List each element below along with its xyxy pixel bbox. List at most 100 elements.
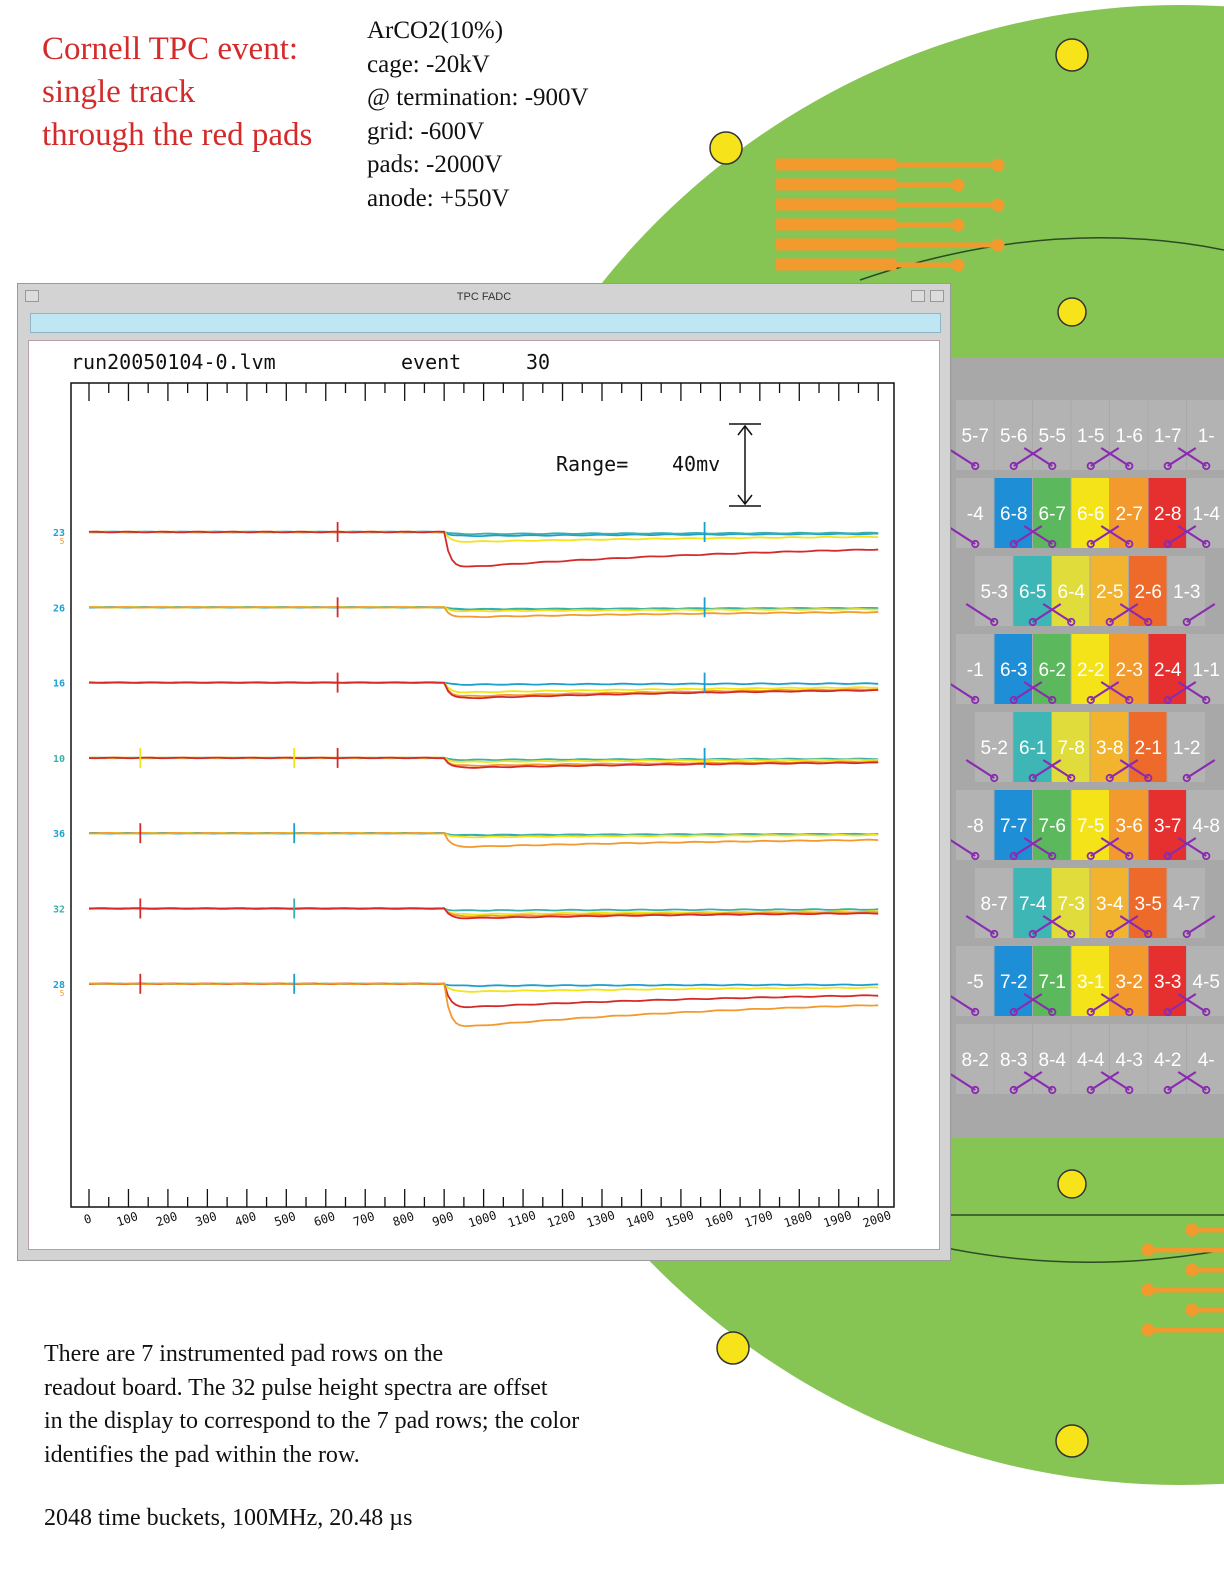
x-tick-label: 1700 [743, 1208, 775, 1230]
pad-wire [1090, 993, 1120, 1013]
trace-line [88, 982, 879, 1028]
pad-wire [1100, 837, 1130, 857]
pad-via [1202, 695, 1211, 705]
condition-gas: ArCO2(10%) [367, 17, 504, 44]
pad-via [1028, 929, 1037, 939]
pad-wire [1177, 993, 1207, 1013]
x-tick-label: 1000 [466, 1208, 498, 1230]
orange-traces-bottom [1141, 1223, 1224, 1337]
pad-via [1125, 539, 1134, 549]
orange-traces-top [775, 158, 1005, 272]
pad-label: 4-7 [1173, 894, 1200, 915]
maximize-button[interactable] [930, 290, 944, 302]
pad-label: 6-3 [1000, 660, 1027, 681]
pad-wire [1167, 837, 1197, 857]
pad-wire [1109, 759, 1139, 779]
pad-via [990, 773, 999, 783]
run-label: run20050104-0.lvm [71, 350, 276, 374]
pad-via [1144, 773, 1153, 783]
pad-via [1144, 617, 1153, 627]
pad-label: 1-2 [1173, 738, 1200, 759]
x-tick-label: 1200 [545, 1208, 577, 1230]
pad-label: 5-2 [981, 738, 1008, 759]
pad-via [971, 1085, 980, 1095]
pad-label: 5-3 [981, 582, 1008, 603]
pad-via [971, 1007, 980, 1017]
pad-wire [1090, 447, 1120, 467]
pad-via [1086, 539, 1095, 549]
row-label: 10 [53, 754, 65, 765]
pad-wire [1177, 447, 1207, 467]
caption-line-3: in the display to correspond to the 7 pa… [44, 1408, 580, 1434]
pad-row-traces-23: 235 [53, 522, 879, 568]
pad-via [1163, 1085, 1172, 1095]
condition-cage: cage: -20kV [367, 50, 490, 78]
range-value: 40mv [672, 452, 720, 476]
pad-label: 8-2 [962, 1050, 989, 1071]
pad-wire [1167, 1071, 1197, 1091]
pad-wire [1013, 993, 1043, 1013]
pad-wire [1186, 603, 1216, 623]
pad-label: 8-3 [1000, 1050, 1027, 1071]
window-menu-button[interactable] [25, 290, 39, 302]
pad-label: 7-5 [1077, 816, 1104, 837]
pad-wire [1013, 447, 1043, 467]
fadc-plot: run20050104-0.lvm event 30 Range= 40mv 0… [53, 350, 895, 1230]
pad-wire [1042, 759, 1072, 779]
caption-line-2: readout board. The 32 pulse height spect… [44, 1374, 548, 1401]
pad-row-traces-10: 10 [53, 747, 879, 769]
pad-label: 3-5 [1135, 894, 1162, 915]
caption: There are 7 instrumented pad rows on the… [44, 1338, 579, 1472]
pad-wire [1100, 681, 1130, 701]
pad-via [1105, 773, 1114, 783]
pad-via [990, 929, 999, 939]
pad-label: 1-1 [1193, 660, 1220, 681]
pad-label: 7-2 [1000, 972, 1027, 993]
plot-axes-box [70, 382, 895, 1208]
pad-wire [1100, 1071, 1130, 1091]
pad-label: 1-5 [1077, 426, 1104, 447]
pad-via [1163, 851, 1172, 861]
pad-via [1048, 539, 1057, 549]
x-tick-label: 400 [233, 1209, 258, 1229]
x-tick-label: 500 [273, 1209, 298, 1229]
pad-wire [1100, 525, 1130, 545]
pad-via [1125, 1085, 1134, 1095]
trace-line [88, 606, 879, 619]
pad-wire [1032, 915, 1062, 935]
pad-via [1028, 773, 1037, 783]
caption-line-1: There are 7 instrumented pad rows on the [44, 1341, 444, 1367]
title-line-2: single track [42, 74, 196, 110]
pad-via [1202, 851, 1211, 861]
pad-via [1086, 461, 1095, 471]
pad-label: 6-4 [1058, 582, 1086, 603]
pad-label: -8 [967, 816, 984, 837]
plot-frame: run20050104-0.lvm event 30 Range= 40mv 0… [28, 340, 940, 1250]
pad-label: -4 [967, 504, 984, 525]
pad-via [1048, 695, 1057, 705]
pad-label: 2-2 [1077, 660, 1104, 681]
pad-label: 6-2 [1039, 660, 1066, 681]
pad-via [1144, 929, 1153, 939]
pad-label: 3-8 [1096, 738, 1123, 759]
pad-label: 2-3 [1116, 660, 1143, 681]
pad-wire [1100, 993, 1130, 1013]
pad-wire [946, 681, 976, 701]
pad-wire [1109, 915, 1139, 935]
minimize-button[interactable] [911, 290, 925, 302]
pad-wire [965, 759, 995, 779]
pad-wire [1167, 525, 1197, 545]
x-tick-label: 1500 [664, 1208, 696, 1230]
pad-label: 2-6 [1135, 582, 1162, 603]
row-sublabel: 5 [60, 537, 65, 546]
pad-wire [1177, 1071, 1207, 1091]
pad-label: 7-1 [1039, 972, 1066, 993]
row-label: 28 [53, 980, 65, 991]
pad-wire [1167, 993, 1197, 1013]
pad-wire [1119, 915, 1149, 935]
pad-via [1163, 1007, 1172, 1017]
event-number: 30 [526, 350, 550, 374]
pad-label: 3-3 [1154, 972, 1181, 993]
x-tick-label: 800 [391, 1209, 416, 1229]
pad-wire [1023, 837, 1053, 857]
